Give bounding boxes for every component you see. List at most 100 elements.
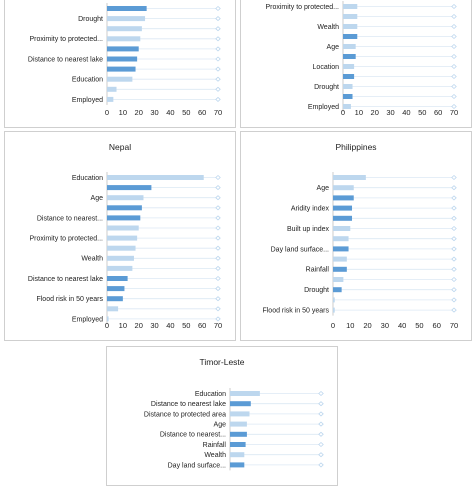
x-tick-label: 30 xyxy=(150,321,158,330)
row-end-marker xyxy=(451,297,457,303)
row-end-marker xyxy=(318,390,324,397)
chart-panel-nepal: Nepal Education Age Distance to nearest...… xyxy=(4,131,236,341)
bar xyxy=(343,74,355,79)
row-end-marker xyxy=(215,265,221,271)
bar xyxy=(343,44,356,49)
bar xyxy=(343,34,358,39)
row-end-marker xyxy=(318,411,324,417)
category-label: Distance to nearest lake xyxy=(151,401,226,408)
category-label: Drought xyxy=(78,16,103,23)
category-label: Age xyxy=(91,195,104,202)
bar xyxy=(107,296,123,302)
x-tick-label: 10 xyxy=(355,108,363,117)
bar xyxy=(107,235,138,241)
x-tick-label: 60 xyxy=(198,108,206,117)
bar xyxy=(107,26,142,32)
x-tick-label: 30 xyxy=(386,108,394,117)
bar xyxy=(333,297,335,303)
bar xyxy=(107,265,133,271)
x-tick-label: 60 xyxy=(433,321,441,330)
bar xyxy=(230,421,247,427)
chart-timor-leste-svg: Education Distance to nearest lake Distanc… xyxy=(144,388,324,471)
chart-2-svg: Proximity to protected... Wealth Age Locati… xyxy=(265,1,458,117)
x-tick-label: 10 xyxy=(346,321,354,330)
bar xyxy=(343,24,358,29)
row-end-marker xyxy=(451,43,457,50)
row-end-marker xyxy=(215,296,221,302)
category-label: Distance to nearest lake xyxy=(28,56,103,63)
bar xyxy=(333,215,353,221)
category-label: Education xyxy=(195,391,226,398)
chart-panel-2: Proximity to protected... Wealth Age Locati… xyxy=(240,0,472,128)
bar xyxy=(107,46,139,52)
row-end-marker xyxy=(451,225,457,232)
category-label: Employed xyxy=(72,316,103,323)
row-end-marker xyxy=(451,287,457,293)
category-label: Distance to nearest... xyxy=(37,215,103,222)
row-end-marker xyxy=(215,245,221,251)
x-tick-label: 10 xyxy=(119,321,127,330)
x-tick-label: 30 xyxy=(381,321,389,330)
chart-nepal-svg: Education Age Distance to nearest... Proxim… xyxy=(28,172,222,330)
bar xyxy=(230,452,245,458)
bar xyxy=(333,246,349,252)
bar xyxy=(107,86,117,92)
chart-panel-philippines: Philippines Age Aridity index Built up ind… xyxy=(240,131,472,341)
category-label: Distance to nearest... xyxy=(160,432,226,439)
row-end-marker xyxy=(451,215,457,221)
x-tick-label: 10 xyxy=(119,108,127,117)
row-end-marker xyxy=(318,452,324,458)
x-tick-label: 60 xyxy=(434,108,442,117)
x-tick-label: 50 xyxy=(415,321,423,330)
row-end-marker xyxy=(215,195,221,201)
x-tick-label: 70 xyxy=(450,108,458,117)
category-label: Rainfall xyxy=(306,267,330,274)
row-end-marker xyxy=(451,256,457,262)
bar xyxy=(343,14,358,19)
bar xyxy=(107,56,138,62)
bar xyxy=(107,175,204,180)
row-end-marker xyxy=(451,174,457,181)
bar xyxy=(333,236,349,242)
bar xyxy=(107,6,147,11)
bar xyxy=(107,255,134,261)
x-tick-label: 30 xyxy=(150,108,158,117)
bar xyxy=(333,185,354,191)
bar xyxy=(343,84,353,89)
bar xyxy=(107,185,152,191)
row-end-marker xyxy=(451,53,457,60)
category-label: Age xyxy=(317,185,330,192)
category-label: Day land surface... xyxy=(168,462,226,469)
x-tick-label: 0 xyxy=(105,321,109,330)
x-tick-label: 20 xyxy=(135,108,143,117)
category-label: Proximity to protected... xyxy=(29,236,103,243)
row-end-marker xyxy=(215,174,221,181)
bar xyxy=(343,64,355,69)
chart-philippines-svg: Age Aridity index Built up index Day land s… xyxy=(262,172,458,330)
bar xyxy=(343,94,353,99)
row-end-marker xyxy=(215,46,221,52)
row-end-marker xyxy=(451,23,457,30)
row-end-marker xyxy=(215,185,221,191)
row-end-marker xyxy=(451,63,457,70)
x-tick-label: 40 xyxy=(166,108,174,117)
row-end-marker xyxy=(451,307,457,313)
bar xyxy=(333,277,344,282)
bar xyxy=(343,104,351,109)
bar xyxy=(230,391,260,396)
bar xyxy=(107,225,139,231)
row-end-marker xyxy=(215,5,221,12)
x-tick-label: 20 xyxy=(135,321,143,330)
bar xyxy=(107,76,133,82)
category-label: Education xyxy=(72,77,103,84)
row-end-marker xyxy=(451,205,457,211)
row-end-marker xyxy=(215,205,221,211)
x-tick-label: 40 xyxy=(166,321,174,330)
category-label: Wealth xyxy=(204,452,226,459)
row-end-marker xyxy=(451,246,457,252)
bar xyxy=(107,276,128,281)
row-end-marker xyxy=(451,73,457,80)
category-label: Wealth xyxy=(317,24,339,31)
category-label: Distance to protected area xyxy=(144,411,226,418)
row-end-marker xyxy=(451,3,457,10)
